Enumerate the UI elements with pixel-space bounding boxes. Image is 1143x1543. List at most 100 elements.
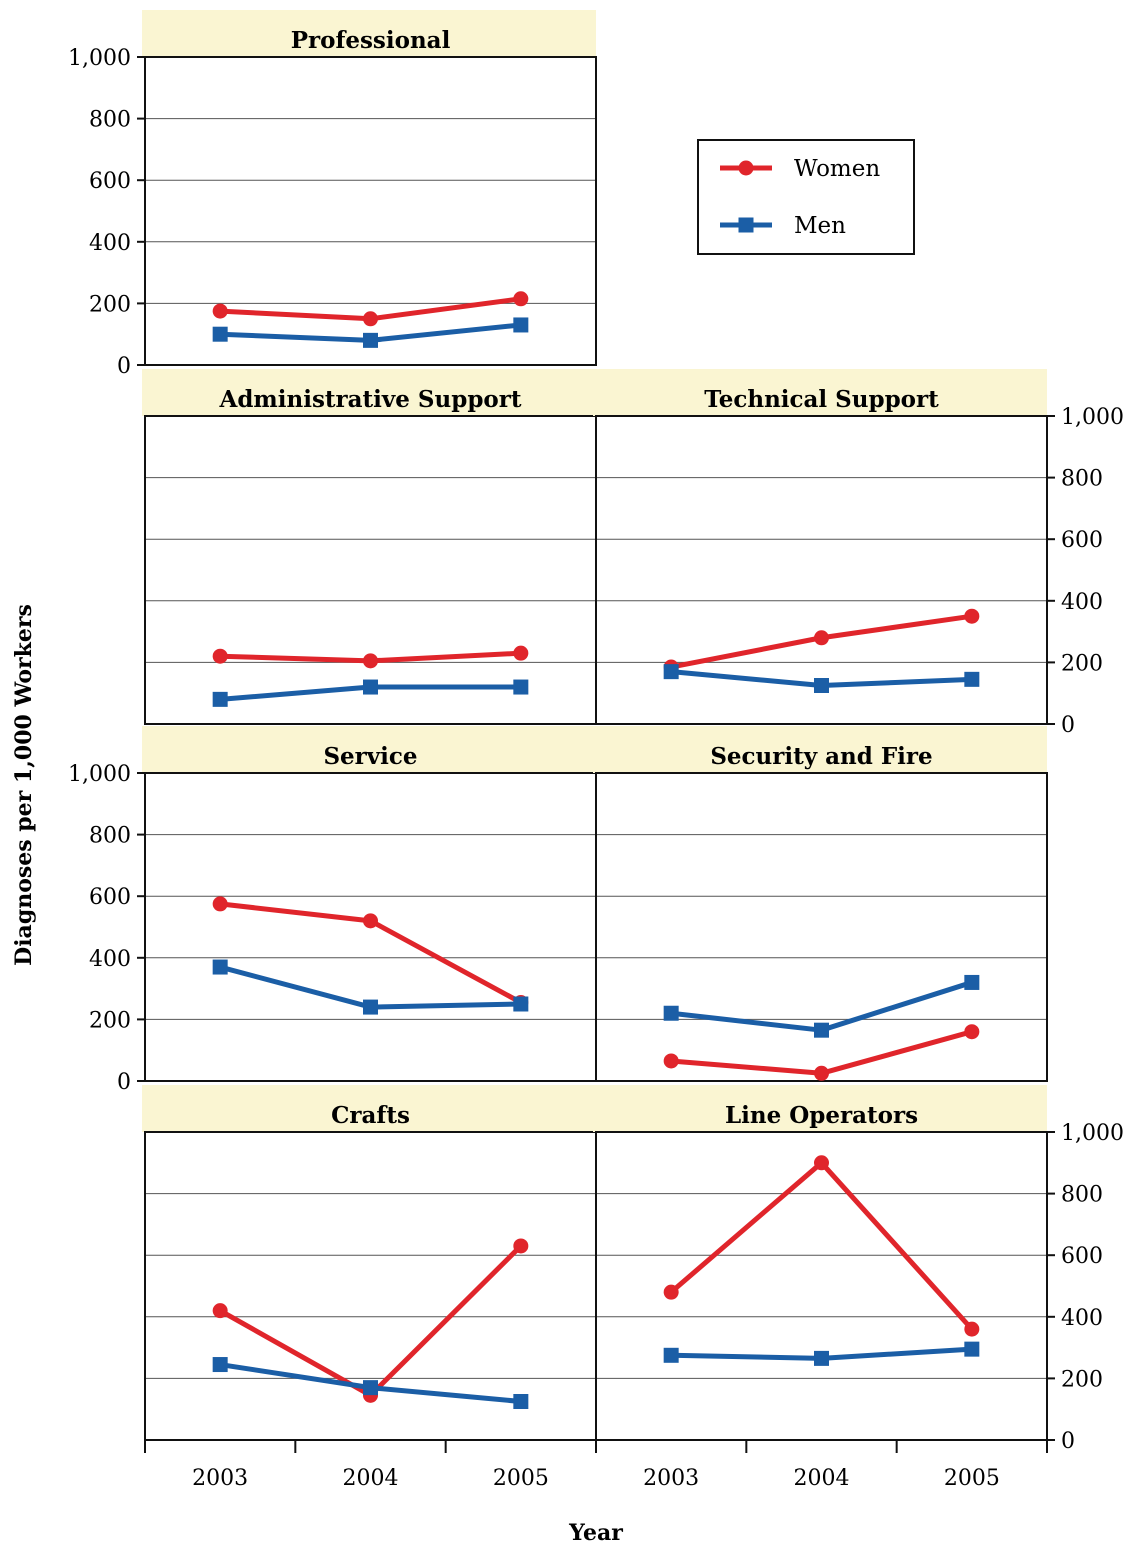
y-tick-label: 400 xyxy=(1061,1306,1103,1331)
data-point xyxy=(212,648,228,664)
panel-line-operators: Line Operators 0 200 400 600 800 1,000 2003 2004… xyxy=(593,1085,1124,1491)
y-tick-label: 400 xyxy=(1061,590,1103,615)
x-tick-label: 2005 xyxy=(493,1466,549,1491)
y-tick-label: 800 xyxy=(1061,1183,1103,1208)
panel-title-band xyxy=(142,10,596,57)
data-point xyxy=(663,1347,679,1363)
y-tick-label: 400 xyxy=(89,231,131,256)
y-tick-label: 200 xyxy=(1061,1367,1103,1392)
y-tick-label: 1,000 xyxy=(1061,1121,1124,1146)
series-women xyxy=(663,1024,980,1081)
data-point xyxy=(363,311,378,327)
panel-administrative-support: Administrative Support xyxy=(142,369,597,725)
panel-frame xyxy=(595,772,1048,1082)
legend-label: Women xyxy=(794,156,880,182)
y-tick-label: 1,000 xyxy=(68,762,131,787)
data-point xyxy=(964,608,980,624)
data-point xyxy=(964,974,980,990)
data-point xyxy=(814,1350,829,1366)
y-tick-label: 800 xyxy=(1061,467,1103,492)
data-point xyxy=(212,303,228,319)
y-tick-label: 0 xyxy=(1061,1429,1075,1454)
series-line xyxy=(669,1160,974,1331)
legend: Women Men xyxy=(697,139,915,255)
data-point xyxy=(964,1024,980,1040)
data-point xyxy=(814,678,829,693)
series-men xyxy=(212,1357,529,1409)
data-point xyxy=(363,1380,378,1396)
data-point xyxy=(513,996,529,1012)
panel-title: Administrative Support xyxy=(219,386,522,413)
legend-item-men: Men xyxy=(720,213,846,239)
data-point xyxy=(363,913,378,929)
legend-swatch-marker xyxy=(738,217,754,233)
data-point xyxy=(212,326,228,342)
data-point xyxy=(663,1284,679,1300)
series-women xyxy=(212,291,529,327)
x-tick-label: 2004 xyxy=(343,1466,399,1491)
y-tick-label: 800 xyxy=(89,824,131,849)
x-axis-label: Year xyxy=(568,1520,623,1543)
y-tick-label: 0 xyxy=(1061,713,1075,738)
panel-title: Crafts xyxy=(331,1102,410,1129)
data-point xyxy=(964,1321,980,1337)
data-point xyxy=(212,1357,228,1373)
panel-frame xyxy=(595,415,1048,725)
y-tick-label: 200 xyxy=(89,292,131,317)
series-men xyxy=(663,1341,980,1366)
y-tick-label: 200 xyxy=(89,1008,131,1033)
panel-service: Service 0 200 400 600 800 1,000 xyxy=(68,726,597,1095)
legend-label: Men xyxy=(794,213,846,239)
legend-box xyxy=(697,139,915,255)
panel-title-band xyxy=(593,726,1047,773)
data-point xyxy=(814,1065,829,1081)
data-point xyxy=(513,1238,529,1254)
y-tick-label: 600 xyxy=(89,169,131,194)
panel-title: Technical Support xyxy=(704,386,939,413)
panel-title-band xyxy=(593,1085,1047,1132)
y-tick-label: 600 xyxy=(89,885,131,910)
y-axis-label: Diagnoses per 1,000 Workers xyxy=(11,604,37,966)
data-point xyxy=(212,896,228,912)
series-men xyxy=(663,664,980,693)
y-tick-label: 600 xyxy=(1061,1244,1103,1269)
panel-title: Professional xyxy=(291,27,451,54)
series-women xyxy=(663,1155,980,1337)
panel-title-band xyxy=(142,1085,596,1132)
data-point xyxy=(814,630,829,646)
data-point xyxy=(363,999,378,1015)
panel-title: Security and Fire xyxy=(710,743,932,770)
data-point xyxy=(513,291,529,307)
data-point xyxy=(663,1005,679,1021)
data-point xyxy=(513,1394,529,1409)
series-men xyxy=(212,679,529,707)
panel-frame xyxy=(144,415,597,725)
y-tick-label: 1,000 xyxy=(68,46,131,71)
series-women xyxy=(212,896,529,1010)
data-point xyxy=(814,1155,829,1171)
panel-technical-support: Technical Support 0 200 400 600 800 1,000 xyxy=(593,369,1124,738)
data-point xyxy=(663,1053,679,1069)
data-point xyxy=(212,1303,228,1319)
panel-title: Service xyxy=(323,743,417,770)
data-point xyxy=(964,1341,980,1357)
data-point xyxy=(363,332,378,348)
panel-title-band xyxy=(142,369,596,416)
data-point xyxy=(363,653,378,669)
panel-title-band xyxy=(142,726,596,773)
data-point xyxy=(663,664,679,680)
x-tick-label: 2004 xyxy=(794,1466,850,1491)
panel-frame xyxy=(144,56,597,366)
data-point xyxy=(513,679,529,695)
y-tick-label: 800 xyxy=(89,108,131,133)
panel-security-and-fire: Security and Fire xyxy=(593,726,1048,1082)
series-men xyxy=(212,959,529,1015)
y-tick-label: 0 xyxy=(117,1070,131,1095)
panel-professional: Professional 0 200 400 600 800 1,000 xyxy=(68,10,597,379)
panel-frame xyxy=(595,1131,1048,1441)
data-point xyxy=(814,1022,829,1038)
data-point xyxy=(212,691,228,707)
y-tick-label: 600 xyxy=(1061,528,1103,553)
y-tick-label: 1,000 xyxy=(1061,405,1124,430)
